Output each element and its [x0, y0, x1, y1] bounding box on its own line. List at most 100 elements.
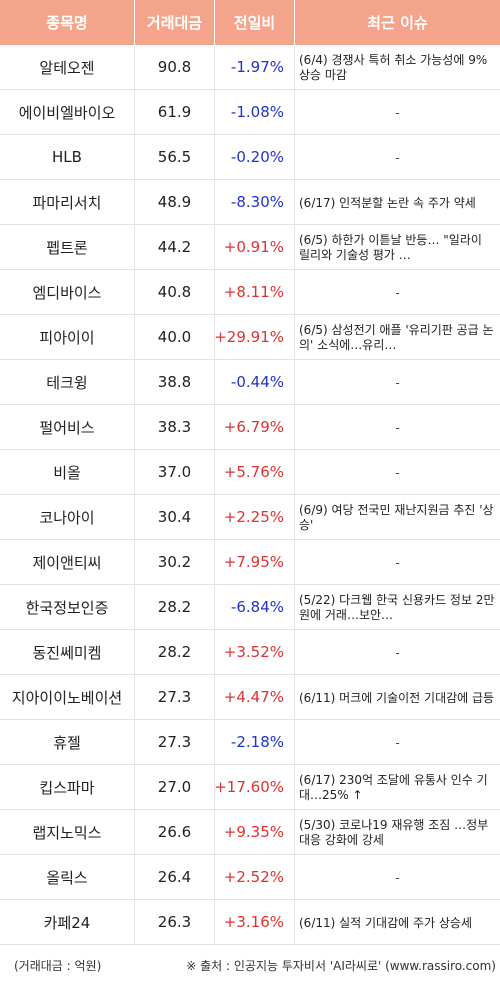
table-row[interactable]: 제이앤티씨 30.2 +7.95% -	[0, 540, 500, 585]
stock-name: 펩트론	[0, 225, 135, 269]
source-note: ※ 출처 : 인공지능 투자비서 'AI라씨로' (www.rassiro.co…	[186, 959, 496, 973]
price-change: +9.35%	[215, 810, 295, 854]
recent-issue: (6/5) 삼성전기 애플 '유리기판 공급 논의' 소식에…유리…	[295, 315, 500, 359]
recent-issue: (5/30) 코로나19 재유행 조짐 …정부 대응 강화에 강세	[295, 810, 500, 854]
recent-issue: (6/4) 경쟁사 특허 취소 가능성에 9% 상승 마감	[295, 45, 500, 89]
trade-volume: 26.6	[135, 810, 215, 854]
trade-volume: 38.3	[135, 405, 215, 449]
price-change: -1.97%	[215, 45, 295, 89]
price-change: +17.60%	[214, 765, 295, 809]
issue-text: -	[395, 465, 400, 480]
header-issue: 최근 이슈	[367, 14, 428, 32]
issue-text: (6/11) 실적 기대감에 주가 상승세	[299, 915, 473, 930]
trade-volume: 27.3	[135, 675, 215, 719]
trade-volume: 27.0	[135, 765, 215, 809]
stock-name: 제이앤티씨	[0, 540, 135, 584]
table-row[interactable]: 피아이이 40.0 +29.91% (6/5) 삼성전기 애플 '유리기판 공급 논의…	[0, 315, 500, 360]
issue-text: (6/5) 삼성전기 애플 '유리기판 공급 논의' 소식에…유리…	[299, 323, 494, 352]
issue-text: (5/30) 코로나19 재유행 조짐 …정부 대응 강화에 강세	[299, 818, 489, 847]
trade-volume: 37.0	[135, 450, 215, 494]
issue-text: -	[395, 420, 400, 435]
price-change: -8.30%	[215, 180, 295, 224]
stock-name: 휴젤	[0, 720, 135, 764]
table-row[interactable]: 엠디바이스 40.8 +8.11% -	[0, 270, 500, 315]
stock-name: 카페24	[0, 900, 135, 944]
table-row[interactable]: 카페24 26.3 +3.16% (6/11) 실적 기대감에 주가 상승세	[0, 900, 500, 945]
recent-issue: -	[295, 360, 500, 404]
table-row[interactable]: 올릭스 26.4 +2.52% -	[0, 855, 500, 900]
recent-issue: (6/11) 실적 기대감에 주가 상승세	[295, 900, 500, 944]
price-change: +0.91%	[215, 225, 295, 269]
stock-name: 엠디바이스	[0, 270, 135, 314]
table-row[interactable]: 파마리서치 48.9 -8.30% (6/17) 인적분할 논란 속 주가 약세	[0, 180, 500, 225]
price-change: +3.16%	[215, 900, 295, 944]
price-change: +4.47%	[215, 675, 295, 719]
header-change: 전일비	[215, 0, 295, 45]
issue-text: -	[395, 645, 400, 660]
issue-text: (5/22) 다크웹 한국 신용카드 정보 2만원에 거래…보안…	[299, 593, 495, 622]
recent-issue: -	[295, 90, 500, 134]
recent-issue: -	[295, 450, 500, 494]
table-row[interactable]: HLB 56.5 -0.20% -	[0, 135, 500, 180]
recent-issue: -	[295, 135, 500, 179]
recent-issue: (6/9) 여당 전국민 재난지원금 추진 '상승'	[295, 495, 500, 539]
table-row[interactable]: 랩지노믹스 26.6 +9.35% (5/30) 코로나19 재유행 조짐 …정부 대…	[0, 810, 500, 855]
table-row[interactable]: 한국정보인증 28.2 -6.84% (5/22) 다크웹 한국 신용카드 정보 2만…	[0, 585, 500, 630]
trade-volume: 48.9	[135, 180, 215, 224]
stock-name: 에이비엘바이오	[0, 90, 135, 134]
price-change: +3.52%	[215, 630, 295, 674]
table-row[interactable]: 펄어비스 38.3 +6.79% -	[0, 405, 500, 450]
issue-text: -	[395, 375, 400, 390]
stock-name: 파마리서치	[0, 180, 135, 224]
stock-table: 종목명 거래대금 전일비 최근 이슈 알테오젠 90.8 -1.97% (6/4) 경…	[0, 0, 500, 945]
stock-name: 비올	[0, 450, 135, 494]
table-row[interactable]: 테크윙 38.8 -0.44% -	[0, 360, 500, 405]
table-row[interactable]: 휴젤 27.3 -2.18% -	[0, 720, 500, 765]
stock-name: 지아이이노베이션	[0, 675, 135, 719]
recent-issue: -	[295, 405, 500, 449]
table-row[interactable]: 킵스파마 27.0 +17.60% (6/17) 230억 조달에 유통사 인수 기대…	[0, 765, 500, 810]
table-row[interactable]: 코나아이 30.4 +2.25% (6/9) 여당 전국민 재난지원금 추진 '상승'	[0, 495, 500, 540]
trade-volume: 90.8	[135, 45, 215, 89]
stock-name: 테크윙	[0, 360, 135, 404]
table-row[interactable]: 알테오젠 90.8 -1.97% (6/4) 경쟁사 특허 취소 가능성에 9% 상승…	[0, 45, 500, 90]
stock-name: HLB	[0, 135, 135, 179]
trade-volume: 44.2	[135, 225, 215, 269]
price-change: -2.18%	[215, 720, 295, 764]
header-name: 종목명	[0, 0, 135, 45]
price-change: +2.25%	[215, 495, 295, 539]
recent-issue: -	[295, 720, 500, 764]
issue-text: (6/9) 여당 전국민 재난지원금 추진 '상승'	[299, 503, 494, 532]
trade-volume: 26.4	[135, 855, 215, 899]
table-row[interactable]: 동진쎄미켐 28.2 +3.52% -	[0, 630, 500, 675]
price-change: +5.76%	[215, 450, 295, 494]
trade-volume: 26.3	[135, 900, 215, 944]
stock-name: 한국정보인증	[0, 585, 135, 629]
footer: (거래대금 : 억원) ※ 출처 : 인공지능 투자비서 'AI라씨로' (ww…	[0, 955, 500, 975]
trade-volume: 61.9	[135, 90, 215, 134]
trade-volume: 27.3	[135, 720, 215, 764]
recent-issue: -	[295, 270, 500, 314]
unit-note: (거래대금 : 억원)	[14, 959, 102, 973]
stock-name: 킵스파마	[0, 765, 135, 809]
table-row[interactable]: 에이비엘바이오 61.9 -1.08% -	[0, 90, 500, 135]
issue-text: -	[395, 150, 400, 165]
stock-name: 코나아이	[0, 495, 135, 539]
stock-name: 펄어비스	[0, 405, 135, 449]
recent-issue: (6/17) 인적분할 논란 속 주가 약세	[295, 180, 500, 224]
price-change: -6.84%	[215, 585, 295, 629]
issue-text: (6/4) 경쟁사 특허 취소 가능성에 9% 상승 마감	[299, 53, 488, 82]
trade-volume: 30.4	[135, 495, 215, 539]
stock-name: 피아이이	[0, 315, 135, 359]
table-row[interactable]: 비올 37.0 +5.76% -	[0, 450, 500, 495]
price-change: +8.11%	[215, 270, 295, 314]
table-row[interactable]: 지아이이노베이션 27.3 +4.47% (6/11) 머크에 기술이전 기대감에 급…	[0, 675, 500, 720]
issue-text: -	[395, 555, 400, 570]
recent-issue: -	[295, 540, 500, 584]
issue-text: (6/11) 머크에 기술이전 기대감에 급등	[299, 690, 495, 705]
table-row[interactable]: 펩트론 44.2 +0.91% (6/5) 하한가 이튿날 반등… "일라이 릴리와 …	[0, 225, 500, 270]
price-change: -0.44%	[215, 360, 295, 404]
trade-volume: 28.2	[135, 630, 215, 674]
issue-text: (6/17) 인적분할 논란 속 주가 약세	[299, 195, 476, 210]
recent-issue: (6/5) 하한가 이튿날 반등… "일라이 릴리와 기술성 평가 …	[295, 225, 500, 269]
